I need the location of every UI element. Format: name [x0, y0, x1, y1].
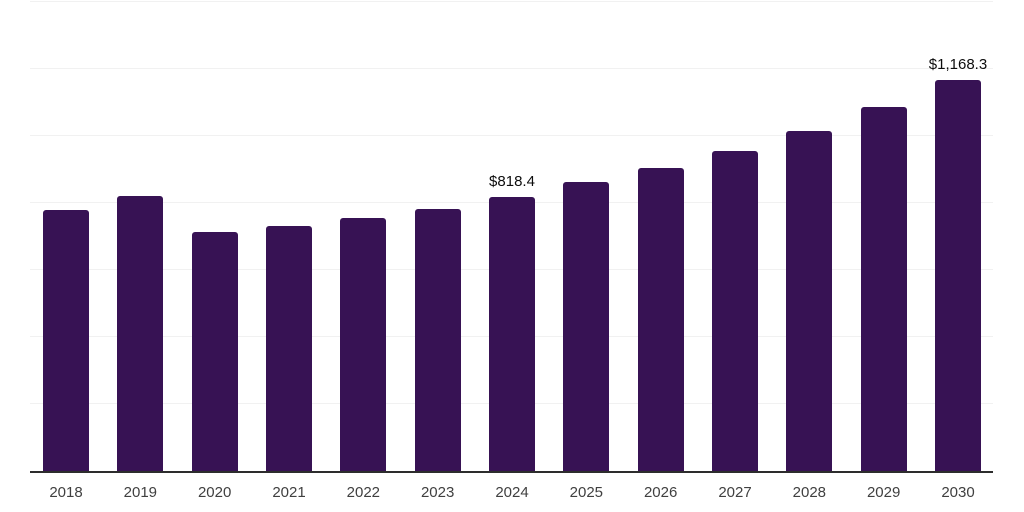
- bar-2025: [563, 182, 610, 471]
- gridline-1200: [30, 68, 993, 69]
- x-tick-2025: 2025: [569, 484, 604, 501]
- bar-2018: [43, 209, 89, 471]
- x-tick-2024: 2024: [495, 484, 529, 501]
- x-tick-2021: 2021: [272, 484, 306, 501]
- gridline-1400: [30, 1, 993, 2]
- x-tick-2028: 2028: [792, 484, 827, 501]
- plot-area: $818.4 $1,168.3: [30, 1, 993, 473]
- x-tick-2019: 2019: [123, 484, 158, 501]
- bar-2019: [117, 195, 164, 471]
- x-tick-2018: 2018: [49, 484, 83, 501]
- bar-2026: [637, 168, 684, 471]
- bar-2023: [414, 209, 461, 471]
- x-tick-2023: 2023: [420, 484, 455, 501]
- data-label-2030: $1,168.3: [928, 55, 988, 73]
- bar-2022: [340, 217, 387, 471]
- bar-2027: [712, 151, 758, 471]
- x-tick-2027: 2027: [718, 484, 752, 501]
- bar-2021: [266, 226, 312, 471]
- bar-2028: [786, 130, 833, 471]
- x-axis-line: [30, 471, 993, 473]
- x-tick-2020: 2020: [197, 484, 232, 501]
- bar-2020: [191, 232, 238, 471]
- x-tick-2022: 2022: [346, 484, 381, 501]
- x-tick-2026: 2026: [643, 484, 678, 501]
- bar-2030: [935, 79, 981, 471]
- gridline-1000: [30, 135, 993, 136]
- x-tick-2030: 2030: [941, 484, 975, 501]
- bar-2024: [489, 196, 535, 471]
- data-label-2024: $818.4: [489, 172, 535, 190]
- x-tick-2029: 2029: [866, 484, 901, 501]
- bar-2029: [860, 107, 907, 471]
